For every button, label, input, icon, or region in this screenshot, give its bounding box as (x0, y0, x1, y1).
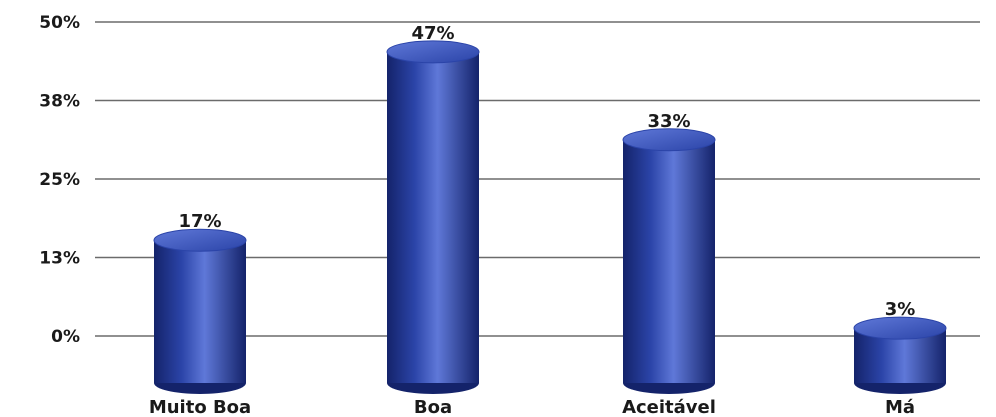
bar (153, 228, 247, 394)
y-tick-label: 0% (51, 327, 80, 347)
bar-cap (622, 128, 716, 152)
bar (622, 128, 716, 394)
bar (386, 40, 480, 394)
bar-body (623, 139, 715, 383)
bar-cap (153, 228, 247, 252)
bars (153, 40, 947, 394)
bar-body (154, 240, 246, 383)
bar-cap (386, 40, 480, 64)
category-label: Muito Boa (149, 397, 251, 417)
data-label: 17% (178, 211, 221, 232)
y-axis-tick-labels: 0% 13% 25% 38% 50% (39, 13, 80, 347)
y-tick-label: 50% (39, 13, 80, 33)
data-label: 3% (885, 299, 916, 320)
bar-cap (853, 316, 947, 340)
data-label: 47% (411, 23, 454, 44)
bar (853, 316, 947, 394)
data-labels: 17% 47% 33% 3% (178, 23, 915, 320)
category-label: Aceitável (622, 397, 716, 417)
y-tick-label: 25% (39, 170, 80, 190)
y-tick-label: 38% (39, 92, 80, 112)
x-axis-category-labels: Muito Boa Boa Aceitável Má (149, 397, 915, 417)
category-label: Boa (414, 397, 452, 417)
bar-body (387, 51, 479, 384)
category-label: Má (885, 397, 915, 417)
y-tick-label: 13% (39, 249, 80, 269)
data-label: 33% (647, 111, 690, 132)
